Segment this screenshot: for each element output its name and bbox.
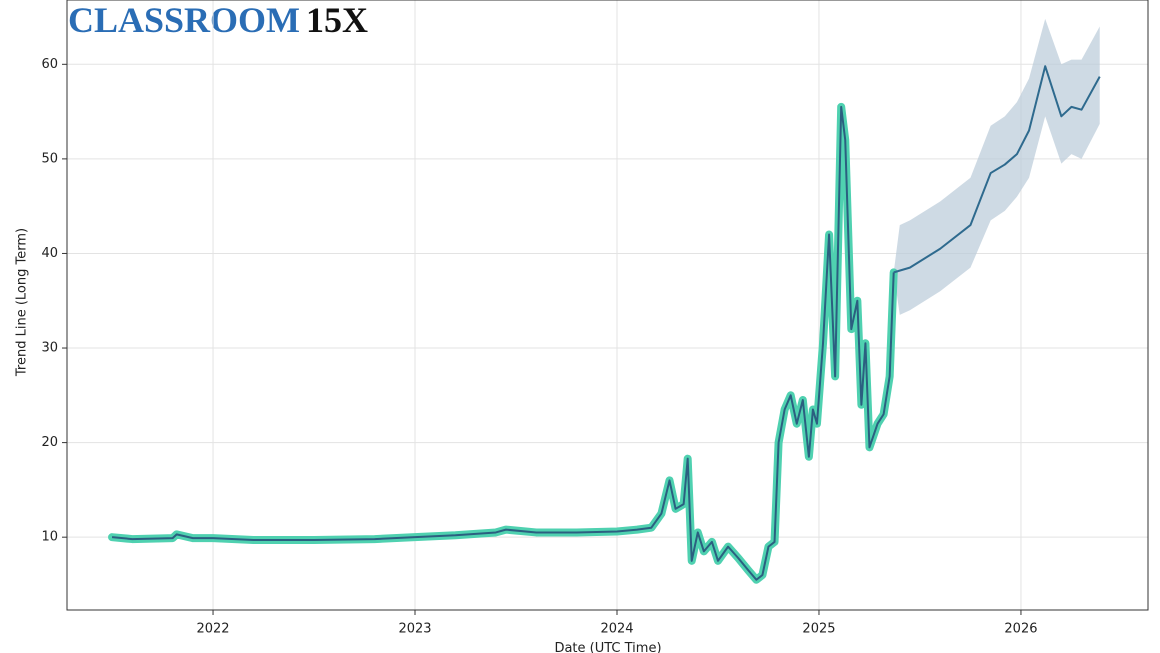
y-axis-label: Trend Line (Long Term): [15, 228, 30, 377]
y-tick-label: 20: [41, 435, 58, 450]
brand-mark: 15X: [306, 0, 368, 40]
x-tick-label: 2022: [196, 622, 229, 637]
plot-frame: [66, 0, 1149, 611]
y-tick-label: 10: [41, 530, 58, 545]
y-tick-label: 60: [41, 57, 58, 72]
brand-name: CLASSROOM: [68, 0, 300, 40]
forecast-band: [893, 18, 1100, 315]
y-tick-label: 40: [41, 246, 58, 261]
x-tick-label: 2023: [398, 622, 431, 637]
brand-logo: CLASSROOM 15X: [68, 0, 368, 40]
y-tick-label: 30: [41, 341, 58, 356]
line: [111, 105, 895, 581]
line: [893, 65, 1101, 274]
x-tick-label: 2026: [1004, 622, 1037, 637]
x-axis-label: Date (UTC Time): [554, 641, 661, 653]
x-tick-label: 2025: [802, 622, 835, 637]
x-tick-label: 2024: [600, 622, 633, 637]
y-tick-label: 50: [41, 151, 58, 166]
